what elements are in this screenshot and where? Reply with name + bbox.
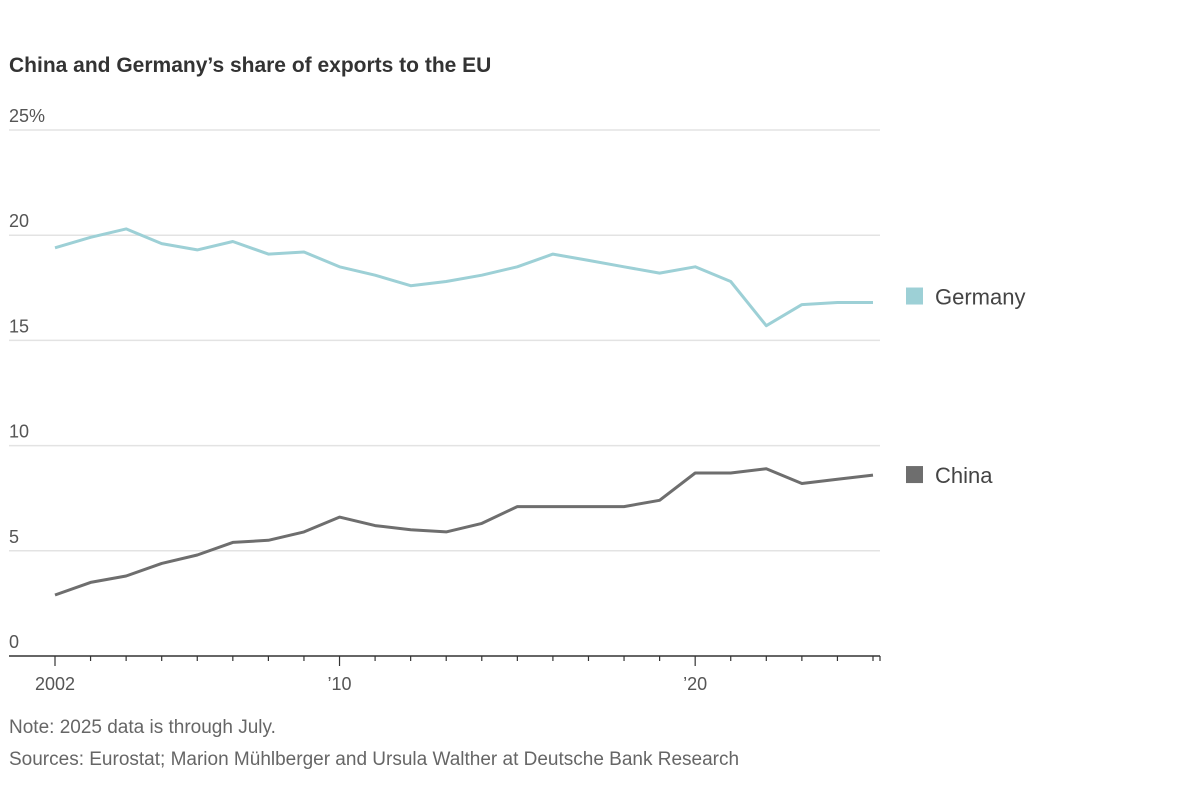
- legend: Germany China: [906, 285, 1025, 488]
- chart-note: Note: 2025 data is through July.: [9, 717, 276, 738]
- legend-label-germany: Germany: [935, 285, 1025, 310]
- y-tick-label: 10: [9, 422, 29, 442]
- y-tick-label: 25%: [9, 106, 45, 126]
- y-tick-label: 20: [9, 211, 29, 231]
- series-line-china: [54, 467, 874, 597]
- y-tick-label: 15: [9, 316, 29, 336]
- series-lines: [54, 227, 874, 597]
- y-axis-labels: 0 5 10 15 20 25%: [9, 106, 45, 652]
- chart-title: China and Germany’s share of exports to …: [9, 54, 492, 77]
- legend-swatch-china: [906, 466, 923, 484]
- y-tick-label: 0: [9, 632, 19, 652]
- legend-label-china: China: [935, 463, 993, 488]
- x-axis: 2002 ’10 ’20: [9, 655, 881, 694]
- gridlines: [9, 129, 880, 552]
- legend-swatch-germany: [906, 287, 923, 305]
- x-tick-label: ’10: [328, 674, 352, 694]
- x-tick-label: 2002: [35, 674, 75, 694]
- y-tick-label: 5: [9, 527, 19, 547]
- series-line-germany: [54, 227, 873, 328]
- x-tick-label: ’20: [683, 674, 707, 694]
- chart-sources: Sources: Eurostat; Marion Mühlberger and…: [9, 749, 740, 770]
